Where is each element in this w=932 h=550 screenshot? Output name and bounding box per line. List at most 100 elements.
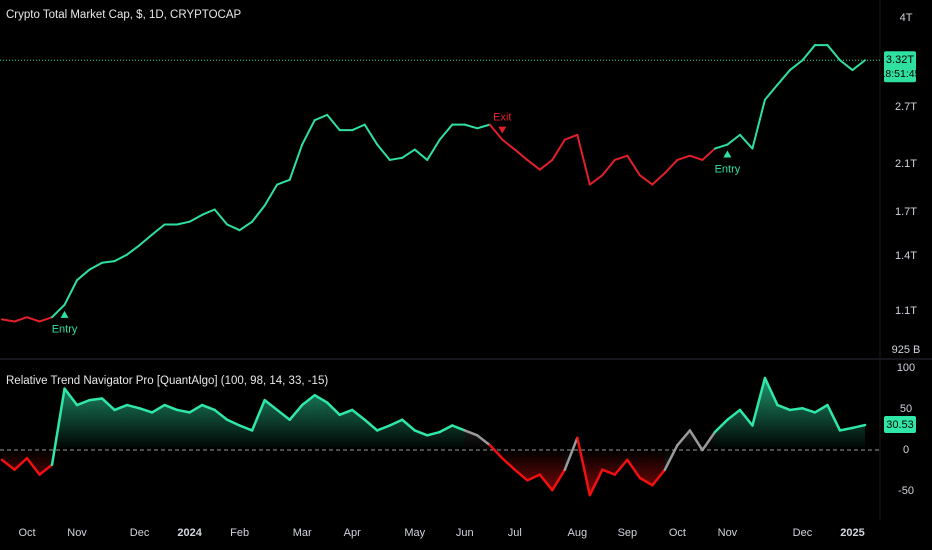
price-segment — [101, 260, 116, 264]
area-segment — [364, 419, 378, 451]
indicator-segment — [688, 429, 704, 452]
price-segment — [176, 220, 191, 226]
indicator-segment — [813, 403, 829, 414]
indicator-segment — [275, 408, 291, 422]
x-tick-label: Nov — [67, 527, 87, 539]
price-segment — [438, 123, 454, 141]
price-segment — [701, 147, 716, 161]
price-segment — [726, 133, 741, 146]
area-segment — [389, 419, 403, 451]
indicator-segment — [676, 429, 692, 447]
area-segment — [614, 450, 628, 475]
price-segment — [676, 154, 691, 161]
indicator-segment — [576, 436, 592, 497]
indicator-segment — [776, 403, 792, 412]
indicator-segment — [513, 468, 529, 482]
price-segment — [38, 316, 54, 323]
indicator-segment — [413, 429, 429, 437]
area-segment — [377, 425, 390, 451]
indicator-segment — [538, 473, 554, 492]
area-segment — [777, 405, 790, 451]
price-segment — [213, 208, 229, 226]
indicator-segment — [38, 463, 54, 476]
x-tick-label: 2024 — [177, 527, 202, 539]
value-box — [884, 416, 916, 434]
area-segment — [177, 409, 190, 451]
price-segment — [288, 143, 304, 181]
price-segment — [626, 154, 641, 177]
price-segment — [88, 261, 104, 271]
area-segment — [639, 450, 653, 486]
indicator-segment — [125, 403, 141, 410]
price-segment — [826, 44, 841, 62]
area-segment — [527, 450, 540, 481]
indicator-segment — [338, 408, 354, 417]
price-segment — [526, 158, 541, 171]
area-segment — [214, 409, 228, 451]
indicator-segment — [50, 387, 66, 467]
area-segment — [39, 450, 53, 475]
indicator-segment — [626, 458, 642, 480]
indicator-segment — [701, 430, 717, 452]
price-segment — [688, 154, 704, 161]
area-segment — [239, 425, 253, 451]
indicator-segment — [225, 418, 241, 427]
price-segment — [301, 119, 316, 146]
price-segment — [251, 204, 266, 223]
indicator-segment — [250, 398, 266, 432]
indicator-segment — [188, 403, 204, 414]
indicator-segment — [325, 401, 341, 417]
area-segment — [77, 400, 90, 451]
area-segment — [427, 432, 440, 451]
price-segment — [851, 59, 866, 72]
indicator-segment — [400, 418, 416, 432]
indicator-segment — [438, 424, 454, 434]
area-segment — [189, 405, 203, 451]
indicator-segment — [363, 418, 379, 432]
area-segment — [839, 427, 853, 451]
indicator-segment — [288, 403, 304, 422]
indicator-segment — [175, 408, 191, 414]
indicator-segment — [300, 393, 316, 407]
entry-arrow — [60, 310, 69, 318]
indicator-segment — [851, 423, 867, 430]
indicator-segment — [501, 456, 517, 471]
price-segment — [776, 69, 791, 86]
area-segment — [227, 419, 240, 451]
indicator-segment — [613, 458, 629, 476]
price-segment — [63, 279, 79, 306]
indicator-segment — [738, 408, 754, 427]
price-segment — [638, 174, 654, 186]
price-segment — [588, 174, 604, 186]
y-tick-label: 0 — [903, 444, 909, 456]
area-segment — [114, 405, 128, 451]
price-segment — [426, 138, 441, 161]
area-segment — [314, 395, 328, 451]
indicator-segment — [88, 397, 104, 402]
price-segment — [401, 148, 416, 159]
indicator-segment — [75, 398, 91, 407]
area-segment — [152, 405, 165, 451]
area-segment — [789, 408, 803, 451]
price-segment — [363, 123, 379, 146]
area-segment — [827, 405, 840, 451]
indicator-segment — [313, 393, 329, 404]
area-segment — [552, 450, 565, 491]
indicator-segment — [150, 403, 166, 414]
indicator-segment — [726, 408, 742, 422]
indicator-segment — [138, 407, 154, 414]
area-segment — [602, 450, 615, 475]
price-title: Crypto Total Market Cap, $, 1D, CRYPTOCA… — [6, 9, 242, 21]
indicator-segment — [238, 424, 254, 432]
price-segment — [488, 123, 504, 141]
indicator-title: Relative Trend Navigator Pro [QuantAlgo]… — [6, 375, 328, 387]
indicator-segment — [588, 468, 604, 497]
price-segment — [801, 44, 816, 62]
annotation-label: Entry — [52, 324, 78, 336]
value-box-label: 30.53 — [886, 419, 914, 431]
y-tick-label: 925 B — [892, 344, 921, 356]
area-segment — [452, 425, 465, 451]
indicator-segment — [663, 443, 679, 471]
price-segment — [738, 133, 754, 150]
y-tick-label: -50 — [898, 485, 914, 497]
